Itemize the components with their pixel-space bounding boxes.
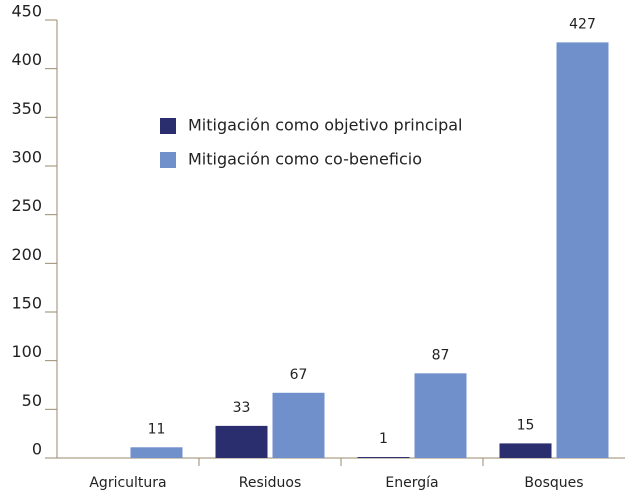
value-label: 1 <box>379 431 388 447</box>
bar <box>130 447 183 458</box>
x-tick-label: Bosques <box>524 475 583 491</box>
bar <box>414 373 467 458</box>
legend-label: Mitigación como co-beneficio <box>188 150 422 169</box>
x-tick-label: Agricultura <box>89 475 166 491</box>
value-label: 11 <box>148 421 166 437</box>
bar <box>556 42 609 459</box>
bar <box>357 457 410 459</box>
value-label: 87 <box>432 347 450 363</box>
y-tick-label: 400 <box>11 50 42 69</box>
bar <box>215 425 268 458</box>
value-label: 427 <box>569 16 596 32</box>
y-tick-label: 150 <box>11 294 42 313</box>
legend-swatch <box>160 118 176 134</box>
y-tick-label: 350 <box>11 99 42 118</box>
value-label: 67 <box>290 367 308 383</box>
y-tick-label: 100 <box>11 342 42 361</box>
bar <box>272 392 325 458</box>
y-tick-label: 0 <box>32 440 42 459</box>
y-tick-label: 250 <box>11 196 42 215</box>
legend-label: Mitigación como objetivo principal <box>188 116 463 135</box>
value-label: 15 <box>517 417 535 433</box>
x-tick-label: Energía <box>385 475 438 491</box>
y-tick-label: 50 <box>22 391 42 410</box>
bar <box>499 443 552 458</box>
y-tick-label: 300 <box>11 148 42 167</box>
y-tick-label: 450 <box>11 2 42 21</box>
x-tick-label: Residuos <box>239 475 302 491</box>
y-tick-label: 200 <box>11 245 42 264</box>
legend-swatch <box>160 152 176 168</box>
value-label: 33 <box>233 400 251 416</box>
